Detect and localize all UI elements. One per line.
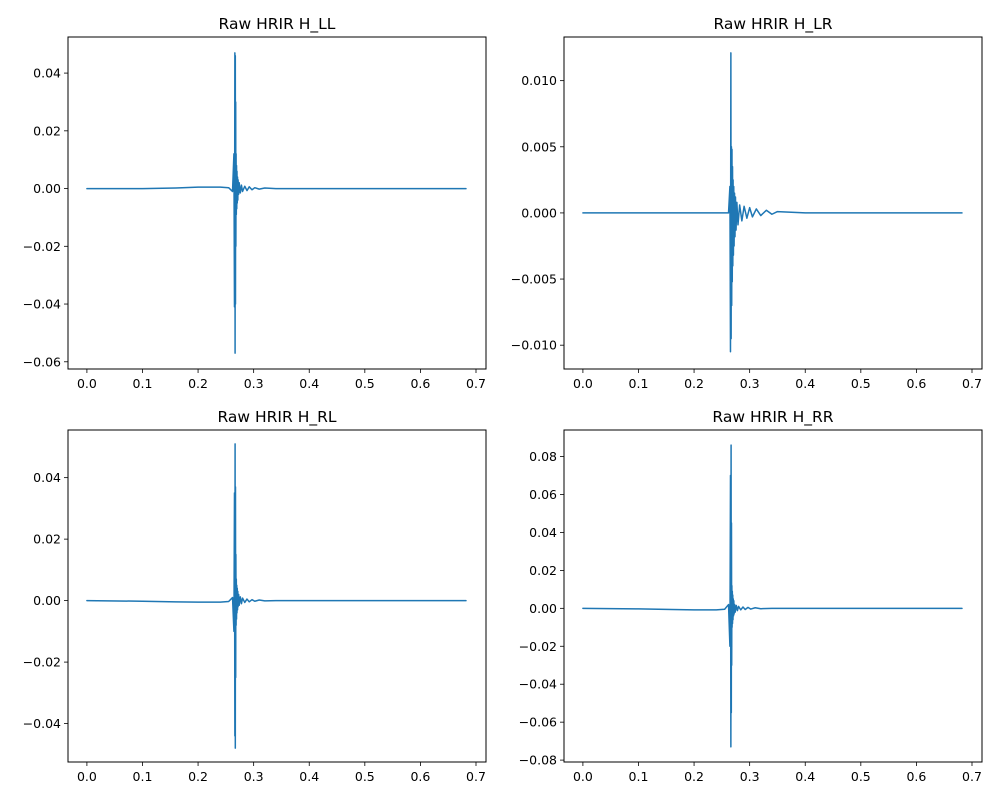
x-tick-label: 0.2 <box>684 769 704 784</box>
chart-title: Raw HRIR H_LR <box>713 15 832 34</box>
y-tick-label: −0.06 <box>519 715 557 730</box>
y-tick-label: −0.005 <box>511 272 557 287</box>
y-tick-label: 0.00 <box>33 181 61 196</box>
x-tick-label: 0.1 <box>133 376 153 391</box>
y-tick-label: 0.04 <box>33 66 61 81</box>
y-tick-label: 0.005 <box>521 139 557 154</box>
x-tick-label: 0.1 <box>629 376 649 391</box>
y-tick-label: −0.02 <box>519 639 557 654</box>
plot-area <box>86 52 467 354</box>
x-tick-label: 0.2 <box>188 769 208 784</box>
x-tick-label: 0.3 <box>740 376 760 391</box>
panel-h-lr: Raw HRIR H_LR 0.0 0.1 0.2 0.3 0.4 0.5 0.6 0.7 −… <box>511 15 983 391</box>
x-tick-label: 0.5 <box>355 376 375 391</box>
y-axis: −0.08 −0.06 −0.04 −0.02 0.00 0.02 0.04 0.06 0.08 <box>519 449 564 768</box>
chart-title: Raw HRIR H_RL <box>217 408 336 427</box>
y-tick-label: −0.06 <box>23 354 61 369</box>
y-tick-label: −0.04 <box>23 716 61 731</box>
x-tick-label: 0.4 <box>299 376 319 391</box>
x-tick-label: 0.5 <box>851 769 871 784</box>
x-tick-label: 0.5 <box>355 769 375 784</box>
axes-frame <box>67 429 487 763</box>
x-tick-label: 0.4 <box>299 769 319 784</box>
y-tick-label: −0.04 <box>23 297 61 312</box>
y-tick-label: 0.000 <box>521 205 557 220</box>
x-tick-label: 0.7 <box>466 376 486 391</box>
chart-title: Raw HRIR H_LL <box>219 15 336 34</box>
y-axis: −0.04 −0.02 0.00 0.02 0.04 <box>23 470 68 731</box>
y-tick-label: 0.08 <box>529 449 557 464</box>
y-axis: −0.06 −0.04 −0.02 0.00 0.02 0.04 <box>23 66 68 369</box>
y-tick-label: 0.02 <box>33 123 61 138</box>
x-tick-label: 0.7 <box>962 769 982 784</box>
y-tick-label: 0.00 <box>33 593 61 608</box>
axes-frame <box>67 36 487 370</box>
x-axis: 0.0 0.1 0.2 0.3 0.4 0.5 0.6 0.7 <box>77 762 486 784</box>
x-tick-label: 0.1 <box>133 769 153 784</box>
x-tick-label: 0.0 <box>573 769 593 784</box>
x-tick-label: 0.4 <box>795 769 815 784</box>
x-tick-label: 0.3 <box>244 376 264 391</box>
x-axis: 0.0 0.1 0.2 0.3 0.4 0.5 0.6 0.7 <box>77 369 486 391</box>
panel-h-rl: Raw HRIR H_RL 0.0 0.1 0.2 0.3 0.4 0.5 0.6 0.7 −… <box>23 408 487 784</box>
x-tick-label: 0.4 <box>795 376 815 391</box>
x-tick-label: 0.6 <box>410 769 430 784</box>
series-line <box>86 52 467 354</box>
x-axis: 0.0 0.1 0.2 0.3 0.4 0.5 0.6 0.7 <box>573 369 982 391</box>
x-tick-label: 0.7 <box>962 376 982 391</box>
y-tick-label: −0.04 <box>519 677 557 692</box>
x-tick-label: 0.6 <box>906 376 926 391</box>
y-tick-label: 0.02 <box>33 532 61 547</box>
y-tick-label: 0.02 <box>529 563 557 578</box>
panel-h-rr: Raw HRIR H_RR 0.0 0.1 0.2 0.3 0.4 0.5 0.6 0.7 −… <box>519 408 983 784</box>
axes-frame <box>563 36 983 370</box>
x-tick-label: 0.6 <box>410 376 430 391</box>
x-tick-label: 0.0 <box>77 376 97 391</box>
series-line <box>582 52 963 353</box>
x-tick-label: 0.2 <box>684 376 704 391</box>
series-line <box>582 444 963 748</box>
y-tick-label: −0.08 <box>519 753 557 768</box>
plot-area <box>86 443 467 749</box>
series-line <box>86 443 467 749</box>
x-tick-label: 0.1 <box>629 769 649 784</box>
x-tick-label: 0.5 <box>851 376 871 391</box>
x-tick-label: 0.3 <box>244 769 264 784</box>
plot-area <box>582 52 963 353</box>
x-tick-label: 0.0 <box>77 769 97 784</box>
y-tick-label: −0.02 <box>23 655 61 670</box>
y-tick-label: 0.00 <box>529 601 557 616</box>
y-tick-label: 0.06 <box>529 487 557 502</box>
chart-title: Raw HRIR H_RR <box>712 408 833 427</box>
x-tick-label: 0.2 <box>188 376 208 391</box>
panel-h-ll: Raw HRIR H_LL 0.0 0.1 0.2 0.3 0.4 0.5 0.6 0.7 −… <box>23 15 487 391</box>
x-axis: 0.0 0.1 0.2 0.3 0.4 0.5 0.6 0.7 <box>573 762 982 784</box>
axes-frame <box>563 429 983 763</box>
y-axis: −0.010 −0.005 0.000 0.005 0.010 <box>511 73 564 353</box>
x-tick-label: 0.7 <box>466 769 486 784</box>
y-tick-label: 0.04 <box>33 470 61 485</box>
y-tick-label: 0.04 <box>529 525 557 540</box>
x-tick-label: 0.3 <box>740 769 760 784</box>
y-tick-label: −0.010 <box>511 338 557 353</box>
x-tick-label: 0.6 <box>906 769 926 784</box>
y-tick-label: −0.02 <box>23 239 61 254</box>
plot-area <box>582 444 963 748</box>
x-tick-label: 0.0 <box>573 376 593 391</box>
y-tick-label: 0.010 <box>521 73 557 88</box>
